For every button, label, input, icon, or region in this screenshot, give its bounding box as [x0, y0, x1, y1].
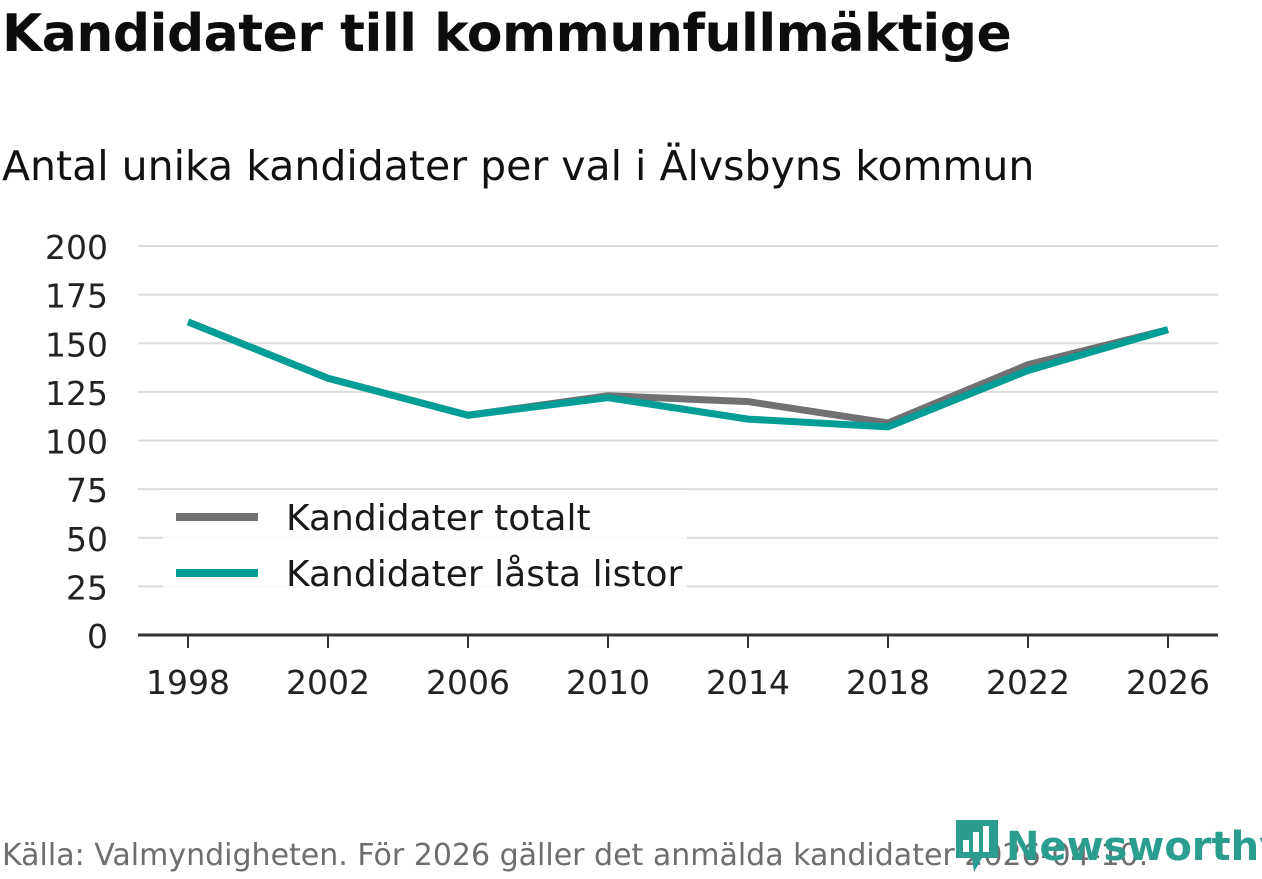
y-tick-label: 175 [45, 277, 108, 316]
legend-label-lasta: Kandidater låsta listor [286, 554, 682, 595]
x-tick-label: 2010 [566, 663, 650, 702]
x-tick-label: 2022 [986, 663, 1070, 702]
grid-lines [138, 245, 1218, 588]
y-tick-label: 150 [45, 325, 108, 364]
legend: Kandidater totalt Kandidater låsta listo… [163, 490, 687, 595]
x-tick-label: 2006 [426, 663, 510, 702]
y-tick-label: 200 [45, 228, 108, 267]
x-tick-label: 2002 [286, 663, 370, 702]
chart-title: Kandidater till kommunfullmäktige [2, 4, 1012, 64]
newsworthy-brand: Newsworthy [1006, 824, 1262, 870]
x-tick-label: 2026 [1126, 663, 1210, 702]
chart-subtitle: Antal unika kandidater per val i Älvsbyn… [2, 142, 1035, 190]
x-axis-ticks: 1998 2002 2006 2010 2014 2018 2022 2026 [146, 635, 1210, 702]
newsworthy-logo-icon [956, 820, 998, 872]
y-tick-label: 125 [45, 374, 108, 413]
y-tick-label: 25 [66, 568, 108, 607]
newsworthy-logo: Newsworthy [952, 818, 1262, 876]
x-tick-label: 2018 [846, 663, 930, 702]
legend-label-totalt: Kandidater totalt [286, 498, 591, 539]
y-tick-label: 50 [66, 520, 108, 559]
y-tick-label: 75 [66, 471, 108, 510]
y-tick-label: 100 [45, 423, 108, 462]
y-axis-ticks: 0 25 50 75 100 125 150 175 200 [45, 228, 108, 656]
x-tick-label: 2014 [706, 663, 790, 702]
series [186, 318, 1169, 431]
y-tick-label: 0 [87, 617, 108, 656]
series-line-lasta [186, 318, 1169, 431]
x-tick-label: 1998 [146, 663, 230, 702]
